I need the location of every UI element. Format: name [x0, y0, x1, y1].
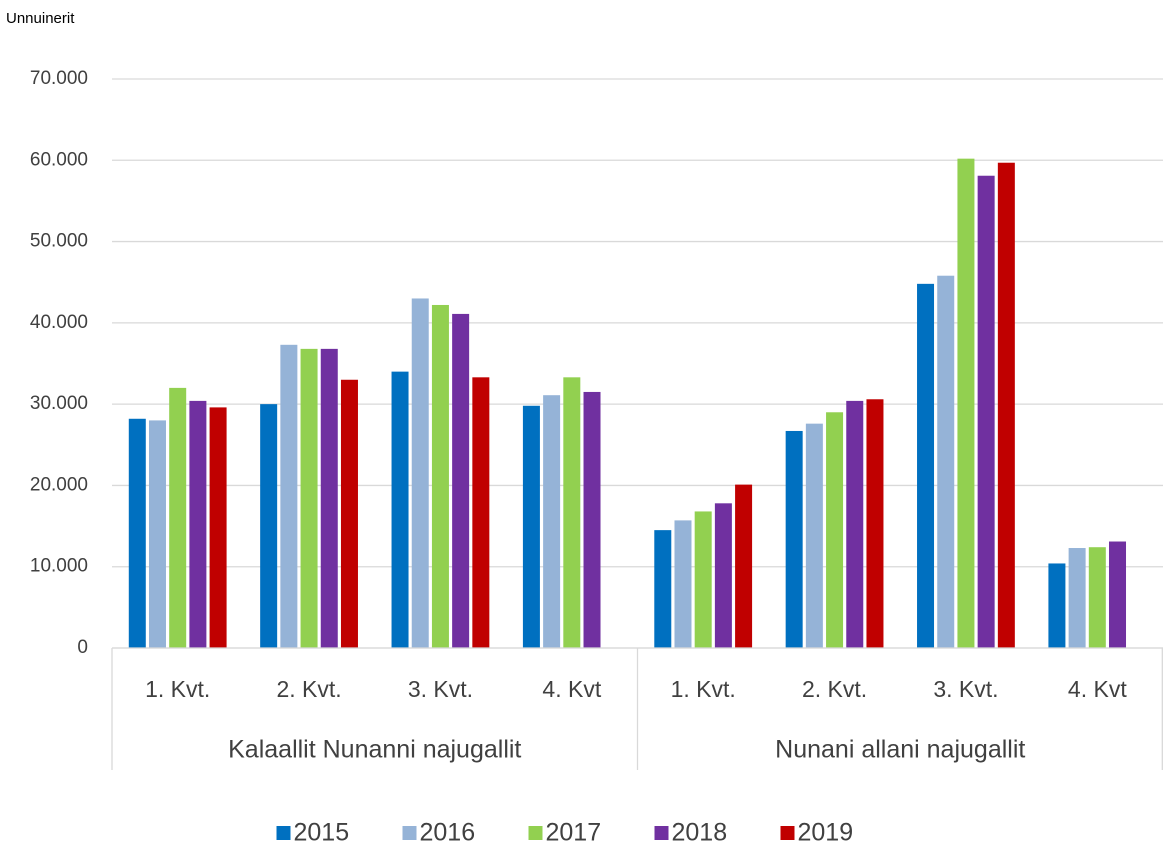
bar — [1048, 563, 1066, 648]
bar — [866, 399, 884, 648]
bar — [522, 405, 540, 648]
y-tick-label: 40.000 — [30, 312, 88, 333]
bar — [452, 313, 470, 648]
legend-swatch — [654, 826, 669, 840]
x-tick-label: 2. Kvt. — [802, 676, 867, 702]
x-tick-label: 3. Kvt. — [933, 676, 998, 702]
bar — [1109, 541, 1127, 648]
bar — [391, 371, 409, 648]
bar — [846, 400, 864, 648]
legend-swatch — [402, 826, 417, 840]
bar — [694, 511, 712, 648]
group-label: Kalaallit Nunanni najugallit — [228, 736, 521, 764]
y-tick-label: 60.000 — [30, 149, 88, 170]
legend-label: 2015 — [294, 819, 350, 847]
y-axis-label: Unnuinerit — [6, 10, 75, 27]
bar — [583, 391, 601, 648]
bar — [148, 420, 166, 648]
bar — [300, 348, 318, 648]
bar — [917, 283, 935, 648]
bar — [431, 304, 449, 648]
legend-label: 2019 — [798, 819, 854, 847]
bar — [714, 503, 732, 648]
bar — [340, 379, 358, 648]
legend-label: 2017 — [546, 819, 602, 847]
bar — [260, 404, 278, 648]
bar — [674, 520, 692, 648]
y-tick-label: 30.000 — [30, 393, 88, 414]
bar — [472, 377, 490, 648]
legend-swatch — [780, 826, 795, 840]
bar — [563, 377, 581, 648]
bar — [957, 158, 975, 648]
x-tick-label: 4. Kvt — [1068, 676, 1127, 702]
bar — [280, 344, 298, 648]
bar — [169, 387, 187, 648]
bar — [543, 395, 561, 648]
bar — [654, 530, 672, 648]
bar — [411, 298, 429, 648]
legend-swatch — [528, 826, 543, 840]
x-tick-label: 2. Kvt. — [276, 676, 341, 702]
bar — [937, 275, 955, 648]
bar — [805, 423, 823, 648]
x-tick-label: 4. Kvt — [542, 676, 601, 702]
x-tick-label: 1. Kvt. — [671, 676, 736, 702]
y-tick-label: 70.000 — [30, 68, 88, 89]
legend-swatch — [276, 826, 291, 840]
bar — [1068, 548, 1086, 648]
legend-label: 2016 — [420, 819, 476, 847]
x-tick-label: 3. Kvt. — [408, 676, 473, 702]
bar — [128, 418, 146, 648]
bar — [189, 400, 207, 648]
y-tick-label: 20.000 — [30, 474, 88, 495]
bar — [977, 175, 995, 649]
bar — [785, 430, 803, 648]
y-tick-label: 10.000 — [30, 556, 88, 577]
y-tick-label: 50.000 — [30, 231, 88, 252]
x-tick-label: 1. Kvt. — [145, 676, 210, 702]
bar — [1088, 547, 1106, 648]
bar — [735, 484, 753, 648]
bar — [997, 162, 1015, 648]
legend-label: 2018 — [672, 819, 728, 847]
bar — [320, 348, 338, 648]
group-label: Nunani allani najugallit — [775, 736, 1025, 764]
y-tick-label: 0 — [77, 637, 88, 658]
bar — [209, 407, 227, 648]
bar — [826, 412, 844, 648]
